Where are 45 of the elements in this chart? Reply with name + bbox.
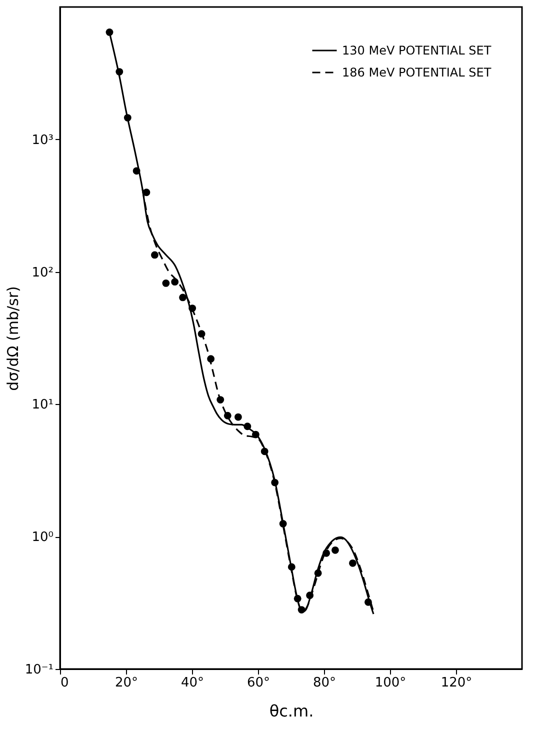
x-axis-title: θc.m.: [269, 702, 314, 720]
point: [252, 430, 260, 438]
y-tick-label: 10³: [32, 132, 54, 148]
point: [124, 114, 132, 122]
x-tick-label: 100°: [374, 676, 406, 690]
x-tick-label: 40°: [180, 676, 204, 690]
point: [132, 167, 140, 175]
y-tick-label: 10¹: [32, 398, 54, 413]
point: [151, 251, 158, 259]
point: [198, 330, 206, 338]
y-tick-label: 10⁻¹: [24, 662, 54, 678]
point: [106, 28, 114, 36]
x-tick-label: 80°: [312, 676, 336, 690]
legend-label: 186 MeV POTENTIAL SET: [342, 66, 492, 80]
point: [234, 413, 242, 421]
point: [306, 592, 314, 600]
point: [314, 569, 322, 577]
point: [244, 422, 252, 430]
x-tick-label: 0: [60, 676, 69, 690]
point: [322, 549, 330, 557]
point: [332, 546, 339, 554]
point: [116, 68, 124, 76]
point: [224, 412, 232, 420]
point: [188, 304, 196, 312]
point: [207, 355, 215, 363]
point: [294, 594, 302, 602]
y-axis-title: dσ/dΩ (mb/sr): [4, 286, 22, 391]
x-tick-label: 20°: [114, 676, 138, 690]
point: [171, 278, 179, 286]
point: [288, 563, 296, 571]
point: [216, 396, 224, 404]
x-tick-label: 60°: [246, 676, 270, 690]
point: [260, 448, 268, 456]
point: [162, 280, 170, 287]
point: [298, 606, 306, 614]
y-tick-label: 10⁰: [32, 530, 54, 546]
y-tick-label: 10²: [32, 265, 54, 280]
x-tick-label: 120°: [440, 676, 472, 690]
legend-label: 130 MeV POTENTIAL SET: [342, 44, 492, 58]
point: [279, 520, 287, 528]
point: [271, 478, 279, 486]
point: [179, 294, 186, 302]
point: [364, 598, 372, 606]
point: [142, 188, 150, 196]
point: [349, 559, 356, 567]
